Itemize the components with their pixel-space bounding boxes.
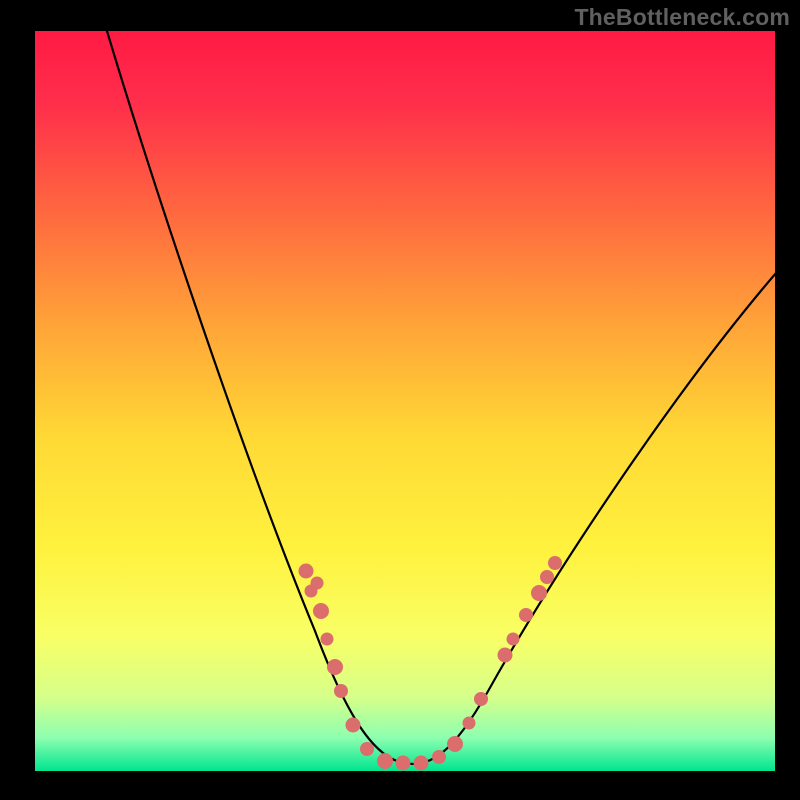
data-marker — [361, 743, 374, 756]
data-marker — [378, 754, 393, 769]
data-marker — [311, 577, 323, 589]
data-marker — [346, 718, 360, 732]
data-marker — [520, 609, 533, 622]
data-marker — [321, 633, 333, 645]
data-marker — [532, 586, 547, 601]
data-marker — [541, 571, 554, 584]
data-marker — [498, 648, 512, 662]
data-marker — [335, 685, 348, 698]
data-marker — [463, 717, 475, 729]
plot-svg — [35, 31, 775, 771]
bottleneck-curve — [107, 31, 775, 764]
data-marker — [448, 737, 463, 752]
canvas: TheBottleneck.com — [0, 0, 800, 800]
data-marker — [328, 660, 343, 675]
data-marker — [299, 564, 313, 578]
data-marker — [549, 557, 562, 570]
data-marker — [396, 756, 410, 770]
data-marker — [314, 604, 329, 619]
data-marker — [475, 693, 488, 706]
plot-area — [35, 31, 775, 771]
data-marker — [507, 633, 519, 645]
data-marker — [414, 756, 428, 770]
data-marker — [433, 751, 446, 764]
watermark-text: TheBottleneck.com — [574, 4, 790, 31]
